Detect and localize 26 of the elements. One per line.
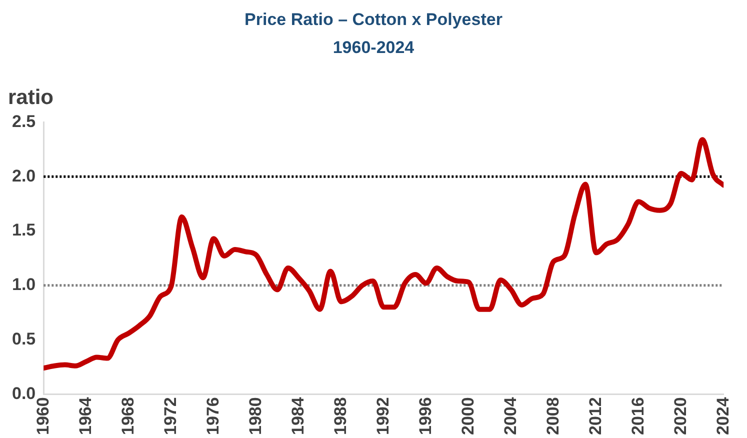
x-tick-label: 1988 — [330, 397, 350, 436]
x-tick-label: 1972 — [160, 397, 180, 436]
y-tick-label: 0.5 — [12, 329, 36, 348]
x-tick-label: 1968 — [118, 397, 138, 436]
x-tick-label: 1984 — [288, 396, 308, 436]
x-tick-label: 2012 — [586, 397, 605, 436]
chart-title: Price Ratio – Cotton x Polyester — [244, 10, 504, 30]
y-tick-label: 1.5 — [12, 220, 36, 240]
x-tick-label: 2020 — [670, 397, 690, 436]
x-tick-label: 1980 — [246, 397, 265, 436]
x-tick-label: 2004 — [500, 396, 520, 436]
x-tick-label: 1960 — [33, 397, 52, 436]
x-tick-label: 1976 — [203, 397, 222, 436]
x-tick-label: 2024 — [713, 396, 732, 436]
y-tick-label: 1.0 — [12, 275, 36, 294]
y-tick-label: 2.0 — [12, 166, 36, 186]
x-tick-label: 1964 — [76, 396, 95, 436]
x-tick-label: 2016 — [628, 397, 648, 436]
x-tick-label: 1996 — [416, 397, 435, 436]
x-tick-label: 2000 — [458, 397, 478, 436]
x-tick-label: 2008 — [543, 397, 562, 436]
y-axis-title: ratio — [8, 86, 54, 110]
y-tick-label: 0.0 — [12, 384, 36, 403]
chart-subtitle: 1960-2024 — [332, 38, 416, 58]
y-tick-label: 2.5 — [12, 112, 36, 131]
x-tick-label: 1992 — [373, 397, 392, 436]
